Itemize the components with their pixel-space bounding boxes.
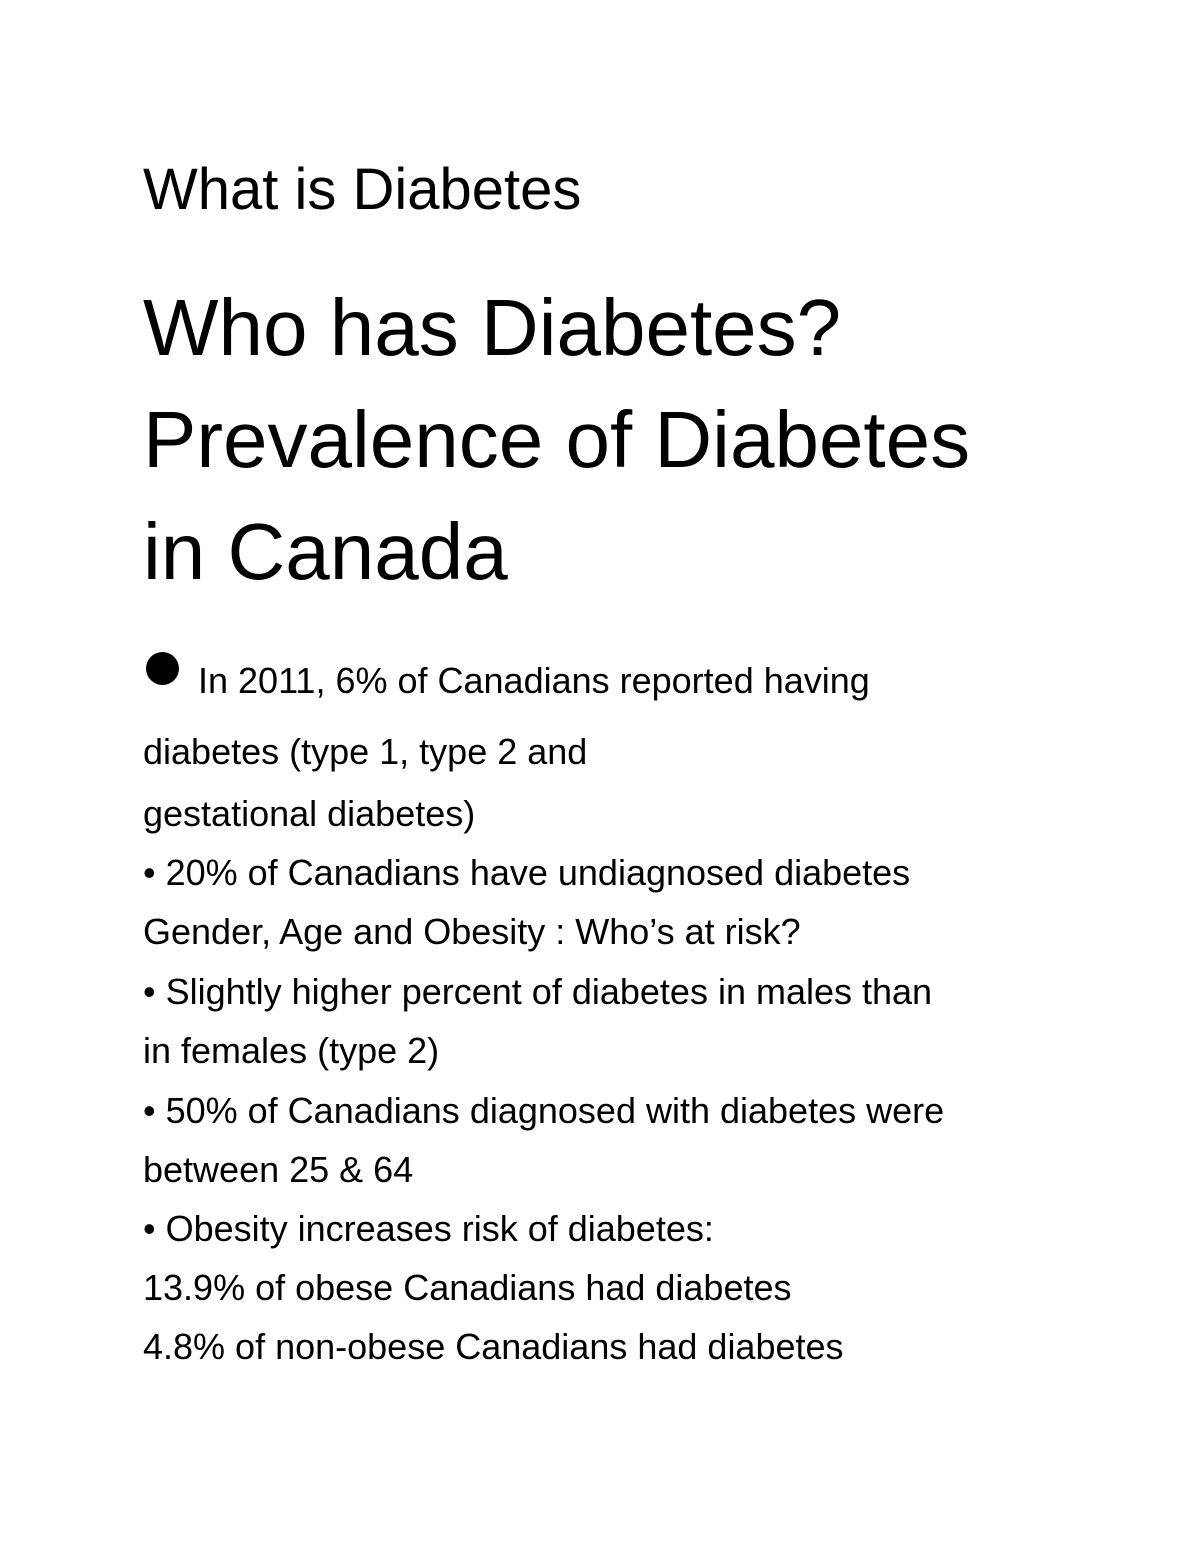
- body-line-5: • Slightly higher percent of diabetes in…: [143, 971, 933, 1012]
- body-line-3: • 20% of Canadians have undiagnosed diab…: [143, 852, 911, 893]
- body-line-10: 13.9% of obese Canadians had diabetes: [143, 1267, 792, 1308]
- body-line-8: between 25 & 64: [143, 1149, 414, 1190]
- body-line-2: gestational diabetes): [143, 793, 476, 834]
- bullet-icon: [146, 652, 179, 685]
- title-line-3: in Canada: [143, 507, 508, 596]
- body-line-1: diabetes (type 1, type 2 and: [143, 731, 588, 772]
- body-line-7: • 50% of Canadians diagnosed with diabet…: [143, 1090, 945, 1131]
- title-line-1: Who has Diabetes?: [143, 283, 842, 372]
- body-line-6: in females (type 2): [143, 1030, 440, 1071]
- page-title: Who has Diabetes? Prevalence of Diabetes…: [143, 272, 970, 608]
- first-bullet-text: In 2011, 6% of Canadians reported having: [198, 660, 870, 701]
- body-line-11: 4.8% of non-obese Canadians had diabetes: [143, 1326, 844, 1367]
- body-line-4: Gender, Age and Obesity : Who’s at risk?: [143, 911, 801, 952]
- title-line-2: Prevalence of Diabetes: [143, 395, 971, 484]
- section-heading: What is Diabetes: [143, 157, 582, 222]
- body-line-9: • Obesity increases risk of diabetes:: [143, 1208, 714, 1249]
